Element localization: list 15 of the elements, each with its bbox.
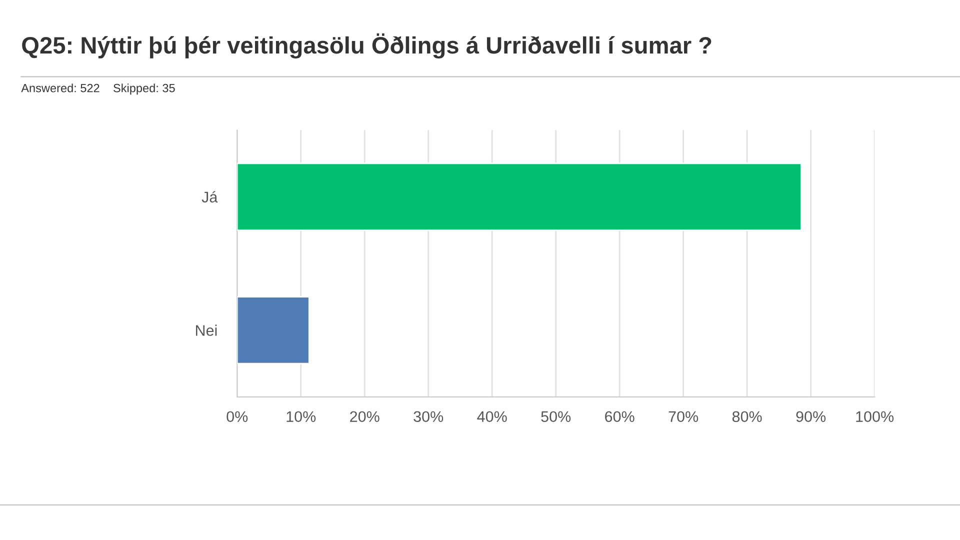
x-tick-label: 40% (477, 411, 507, 422)
x-tick-label: 80% (732, 411, 762, 422)
x-tick-label: 10% (286, 411, 316, 422)
y-tick-label: Já (202, 191, 218, 203)
chart-title: Q25: Nýttir þú þér veitingasölu Öðlings á Urriðavelli í sumar ? (22, 33, 712, 58)
x-tick-label: 50% (541, 411, 571, 422)
text: Answered: 522 Skipped: 35 (21, 84, 175, 95)
x-tick-label: 0% (226, 411, 248, 422)
x-tick-label: 30% (414, 411, 444, 422)
x-tick-label: 90% (796, 411, 826, 422)
y-tick-label: Nei (196, 324, 217, 336)
x-tick-label: 100% (856, 411, 894, 422)
x-tick-label: 20% (350, 411, 380, 422)
x-tick-label: 70% (668, 411, 698, 422)
x-tick-label: 60% (605, 411, 634, 422)
